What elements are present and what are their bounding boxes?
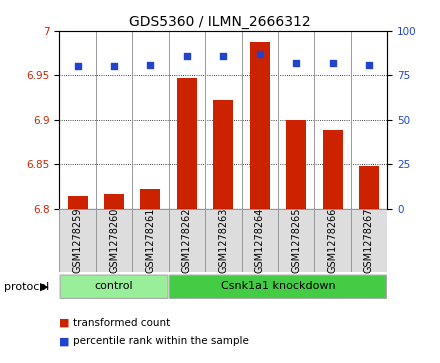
Text: GSM1278263: GSM1278263 [218,208,228,273]
Point [183,53,191,59]
Text: GSM1278262: GSM1278262 [182,208,192,273]
Text: ■: ■ [59,318,70,328]
Bar [351,209,387,272]
Bar [169,209,205,272]
Text: Csnk1a1 knockdown: Csnk1a1 knockdown [220,281,335,291]
Bar [68,196,88,209]
Bar [96,209,132,272]
Bar [104,195,124,209]
Point [293,60,300,66]
Text: protocol: protocol [4,282,50,292]
Text: GSM1278259: GSM1278259 [73,208,83,273]
Bar [242,209,278,272]
Bar [132,209,169,272]
Point [147,62,154,68]
Text: GSM1278261: GSM1278261 [146,208,155,273]
Bar [278,209,314,272]
Bar [213,100,233,209]
Point [366,62,373,68]
Text: control: control [95,281,133,291]
Bar [314,209,351,272]
Text: GDS5360 / ILMN_2666312: GDS5360 / ILMN_2666312 [129,15,311,29]
FancyBboxPatch shape [60,275,168,298]
Point [256,51,263,57]
Text: transformed count: transformed count [73,318,170,328]
Bar [177,78,197,209]
Text: ▶: ▶ [40,282,48,292]
FancyBboxPatch shape [169,275,386,298]
Bar [359,166,379,209]
Text: GSM1278264: GSM1278264 [255,208,265,273]
Bar [205,209,242,272]
Point [110,64,117,69]
Text: GSM1278260: GSM1278260 [109,208,119,273]
Text: percentile rank within the sample: percentile rank within the sample [73,336,249,346]
Point [74,64,81,69]
Bar [59,209,96,272]
Text: GSM1278266: GSM1278266 [327,208,337,273]
Point [220,53,227,59]
Text: GSM1278267: GSM1278267 [364,208,374,273]
Text: ■: ■ [59,336,70,346]
Bar [140,189,161,209]
Point [329,60,336,66]
Bar [323,130,343,209]
Text: GSM1278265: GSM1278265 [291,208,301,273]
Bar [286,120,306,209]
Bar [250,41,270,209]
